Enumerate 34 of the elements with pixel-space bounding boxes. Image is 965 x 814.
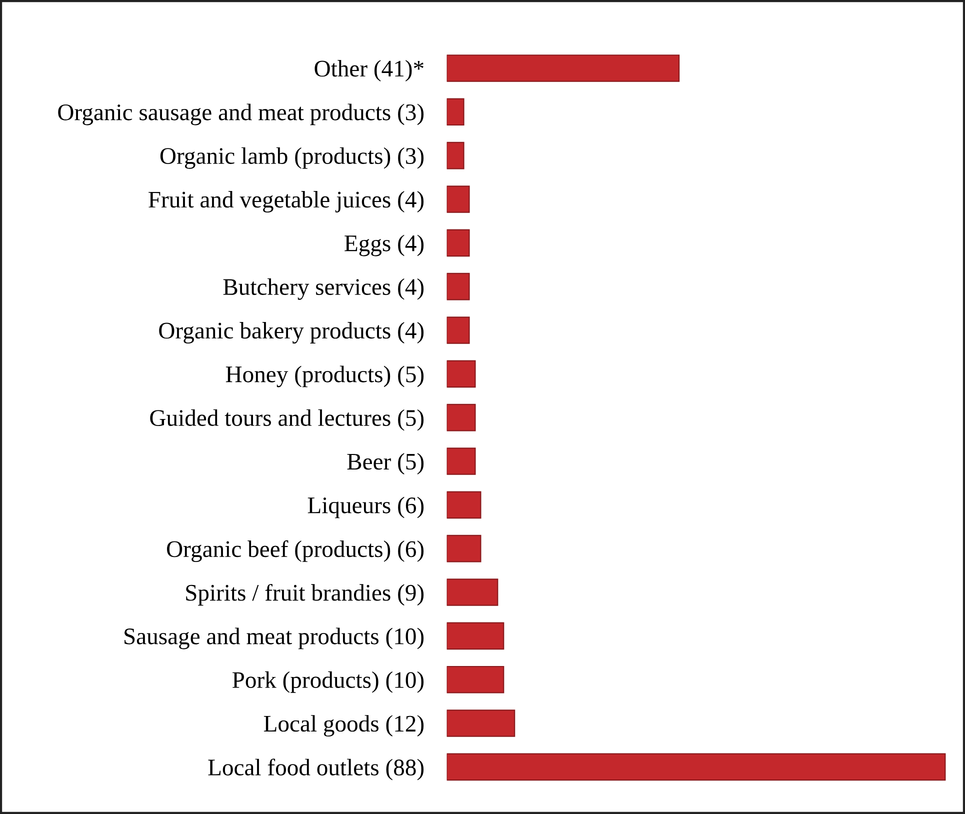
bar xyxy=(446,98,464,126)
y-tick-label: Sausage and meat products (10) xyxy=(124,628,424,650)
bar xyxy=(446,491,482,519)
bar xyxy=(446,710,516,737)
y-tick-label: Guided tours and lectures (5) xyxy=(150,409,424,431)
bar xyxy=(446,272,470,300)
y-tick-label: Organic lamb (products) (3) xyxy=(160,147,424,169)
y-tick-label: Beer (5) xyxy=(347,453,424,474)
bar xyxy=(446,666,504,694)
y-tick-label: Fruit and vegetable juices (4) xyxy=(148,191,424,213)
y-tick-label: Spirits / fruit brandies (9) xyxy=(186,584,424,606)
bar xyxy=(446,229,470,257)
bar xyxy=(446,186,470,213)
y-tick-label: Honey (products) (5) xyxy=(226,366,424,388)
y-tick-label: Organic bakery products (4) xyxy=(159,322,424,344)
y-tick-label: Local goods (12) xyxy=(264,715,424,737)
bar xyxy=(446,360,476,388)
y-tick-label: Pork (products) (10) xyxy=(232,671,424,693)
bar xyxy=(446,448,476,475)
bar xyxy=(446,54,680,82)
y-tick-label: Other (41)* xyxy=(314,60,424,82)
bar xyxy=(446,534,482,562)
bar xyxy=(446,578,498,606)
y-tick-label: Organic sausage and meat products (3) xyxy=(58,104,424,126)
y-tick-label: Organic beef (products) (6) xyxy=(167,540,424,562)
bar xyxy=(446,622,504,650)
y-tick-label: Butchery services (4) xyxy=(223,278,424,300)
bar xyxy=(446,316,470,344)
bar xyxy=(446,753,946,781)
bar xyxy=(446,404,476,432)
bar xyxy=(446,142,464,170)
y-tick-label: Liqueurs (6) xyxy=(308,496,424,518)
y-tick-label: Local food outlets (88) xyxy=(208,758,424,780)
y-tick-label: Eggs (4) xyxy=(344,234,424,256)
